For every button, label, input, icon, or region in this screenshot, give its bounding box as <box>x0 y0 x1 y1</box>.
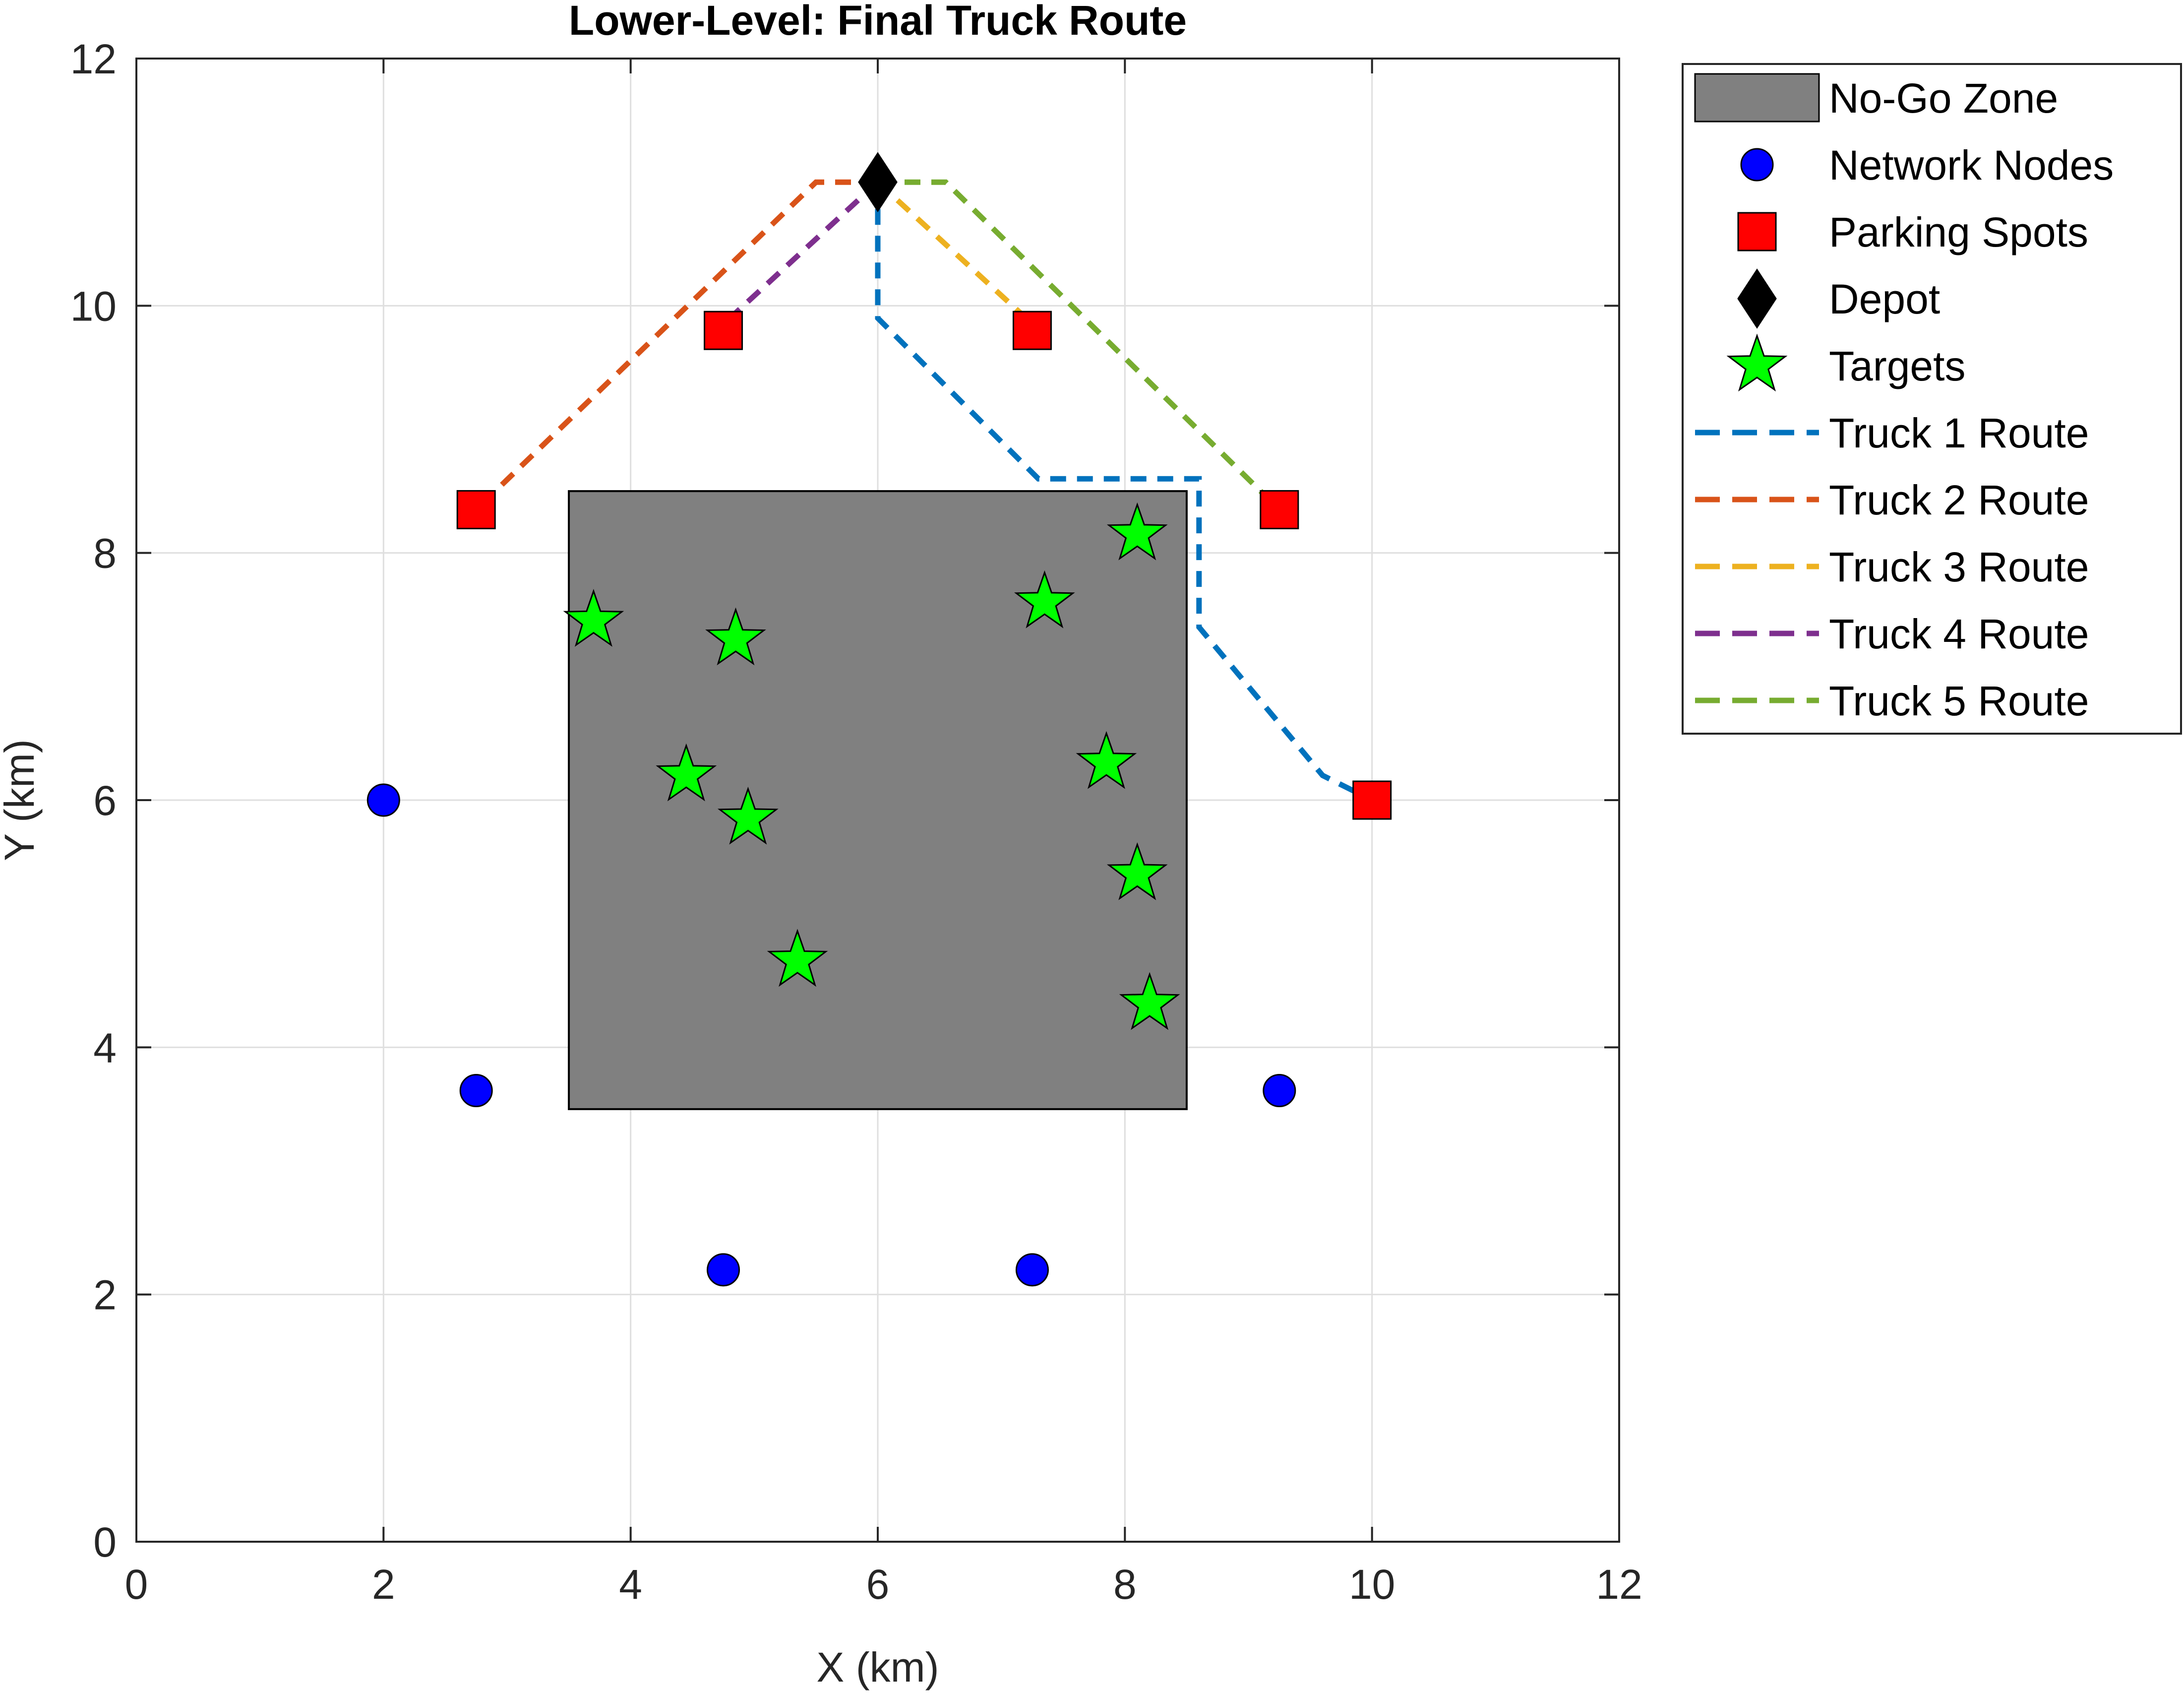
truck-1-route-line <box>875 182 1374 803</box>
network-node-marker <box>1263 1074 1296 1108</box>
target-marker <box>1106 502 1168 561</box>
no-go-zone <box>568 490 1188 1110</box>
x-tick-label: 6 <box>866 1561 890 1608</box>
target-marker <box>656 743 717 802</box>
tick-layer: 0 2 4 6 8 10 12 0 2 4 6 8 10 12 <box>70 36 1642 1608</box>
legend: No-Go Zone Network Nodes Parking Spots Depo… <box>1682 63 2182 735</box>
legend-label: Truck 4 Route <box>1829 611 2089 657</box>
parking-spot-marker <box>704 311 743 350</box>
y-tick-label: 12 <box>70 36 117 82</box>
legend-swatch-circle <box>1740 148 1774 182</box>
parking-spot-marker <box>1352 780 1392 820</box>
legend-label: No-Go Zone <box>1829 75 2058 122</box>
truck-5-route-line <box>878 179 1275 505</box>
x-tick-label: 12 <box>1596 1561 1642 1608</box>
y-tick-label: 0 <box>93 1519 117 1566</box>
y-tick-label: 6 <box>93 777 117 824</box>
legend-label: Targets <box>1829 343 1965 389</box>
target-marker <box>717 786 779 845</box>
legend-label: Depot <box>1829 276 1940 322</box>
network-node-marker <box>366 783 400 817</box>
legend-label: Truck 1 Route <box>1829 410 2089 456</box>
target-marker <box>1076 731 1137 789</box>
y-axis-label: Y (km) <box>0 739 43 861</box>
target-marker <box>705 607 766 666</box>
y-tick-label: 10 <box>70 283 117 329</box>
truck-2-route-line <box>480 179 878 505</box>
target-marker <box>563 589 624 647</box>
legend-swatch-square <box>1737 212 1777 251</box>
legend-label: Network Nodes <box>1829 142 2114 188</box>
x-tick-label: 0 <box>125 1561 148 1608</box>
parking-spot-marker <box>456 490 496 529</box>
target-marker <box>767 929 828 987</box>
target-marker <box>1014 570 1075 628</box>
legend-swatch-no-go-zone <box>1694 73 1820 123</box>
legend-label: Truck 3 Route <box>1829 544 2089 590</box>
truck-4-route-line <box>721 180 880 326</box>
x-axis-label: X (km) <box>816 1644 939 1691</box>
target-marker <box>1106 842 1168 900</box>
x-tick-label: 10 <box>1349 1561 1395 1608</box>
legend-label: Truck 5 Route <box>1829 678 2089 724</box>
target-marker <box>1119 972 1180 1030</box>
network-node-marker <box>1015 1253 1049 1287</box>
y-tick-label: 8 <box>93 530 117 577</box>
x-tick-label: 8 <box>1113 1561 1137 1608</box>
x-tick-label: 4 <box>619 1561 642 1608</box>
legend-label: Truck 2 Route <box>1829 477 2089 523</box>
y-tick-label: 4 <box>93 1024 117 1071</box>
route-layer <box>480 179 1374 803</box>
legend-label: Parking Spots <box>1829 209 2088 255</box>
network-node-marker <box>459 1074 493 1108</box>
parking-spot-marker <box>1012 311 1052 350</box>
network-node-marker <box>707 1253 740 1287</box>
x-tick-label: 2 <box>372 1561 395 1608</box>
y-tick-label: 2 <box>93 1272 117 1318</box>
parking-spot-marker <box>1260 490 1299 529</box>
depot-marker <box>858 152 898 212</box>
legend-swatch-star <box>1726 333 1788 392</box>
marker-layer <box>366 152 1392 1287</box>
no-go-zone-layer <box>568 490 1188 1110</box>
chart-title: Lower-Level: Final Truck Route <box>569 0 1187 44</box>
truck-3-route-line <box>876 180 1028 320</box>
legend-swatch-diamond <box>1737 268 1777 329</box>
